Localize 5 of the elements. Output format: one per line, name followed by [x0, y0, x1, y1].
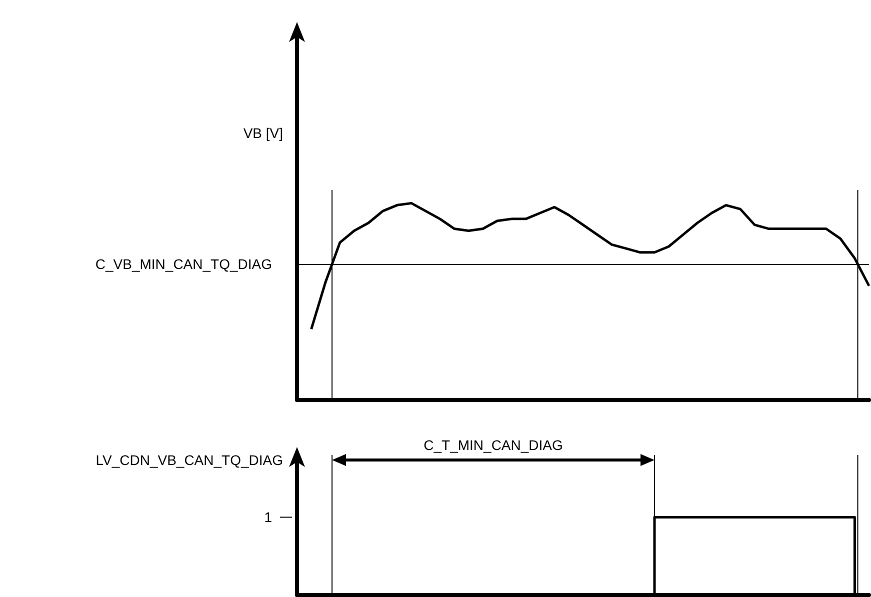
text: C_T_MIN_CAN_DIAG	[424, 437, 563, 453]
y-axis-title: VB [V]	[243, 125, 283, 141]
ref-line-label: C_VB_MIN_CAN_TQ_DIAG	[95, 256, 272, 272]
y-axis-title: LV_CDN_VB_CAN_TQ_DIAG	[96, 452, 283, 468]
text: 1	[264, 509, 272, 526]
